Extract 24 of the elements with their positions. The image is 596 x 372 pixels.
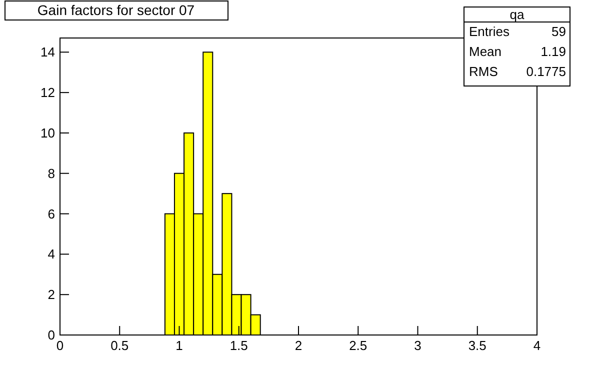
- y-tick-label: 14: [40, 44, 55, 60]
- x-tick-label: 4: [533, 338, 541, 353]
- y-tick-label: 4: [48, 246, 55, 262]
- y-tick-label: 10: [40, 126, 55, 141]
- y-tick-label: 2: [48, 287, 55, 302]
- annotation: RMS: [469, 64, 498, 79]
- y-tick-label: 0: [48, 328, 55, 343]
- chart-title: Gain factors for sector 07: [37, 2, 195, 18]
- x-tick-label: 0.5: [110, 338, 129, 353]
- y-tick-label: 12: [40, 85, 55, 100]
- x-tick-label: 2: [294, 338, 302, 353]
- text: 59: [552, 24, 566, 39]
- y-tick-label: 8: [48, 166, 55, 181]
- annotation: Mean: [469, 44, 502, 59]
- annotation: Entries: [469, 24, 510, 39]
- x-tick-label: 3.5: [468, 338, 486, 353]
- text: qa: [510, 7, 525, 22]
- x-tick-label: 3: [414, 338, 422, 353]
- x-tick-label: 1: [176, 338, 183, 353]
- x-tick-label: 1.5: [230, 338, 248, 353]
- y-tick-label: 6: [48, 206, 55, 222]
- text: 1.19: [540, 44, 566, 59]
- x-tick-label: 2.5: [349, 338, 368, 353]
- annotation: 0.1775: [526, 64, 566, 79]
